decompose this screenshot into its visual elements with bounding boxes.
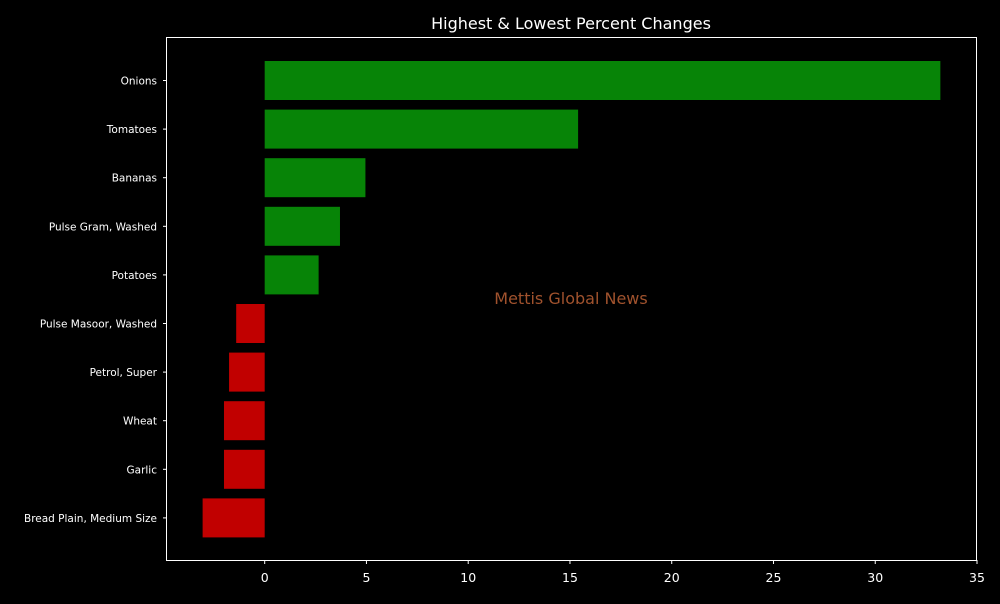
y-tick-label: Pulse Masoor, Washed xyxy=(40,319,157,331)
bar-tomatoes xyxy=(264,109,579,149)
y-tick-label: Onions xyxy=(121,76,157,88)
bar-onions xyxy=(264,61,941,100)
bar-wheat xyxy=(223,401,265,441)
bar-potatoes xyxy=(264,255,319,295)
bar-bananas xyxy=(264,158,366,198)
x-axis: 0 5 10 15 20 25 30 35 xyxy=(261,560,985,585)
y-tick-label: Wheat xyxy=(123,416,157,428)
y-tick-label: Petrol, Super xyxy=(90,367,158,379)
y-axis: Onions Tomatoes Bananas Pulse Gram, Washed P… xyxy=(24,76,167,525)
bar-pulse-gram-washed xyxy=(264,206,340,246)
y-tick-label: Bread Plain, Medium Size xyxy=(24,513,157,525)
bar-petrol-super xyxy=(229,352,265,392)
x-tick-label: 5 xyxy=(362,570,370,585)
y-tick-label: Tomatoes xyxy=(106,124,157,136)
watermark-text: Mettis Global News xyxy=(494,289,647,308)
y-tick-label: Bananas xyxy=(112,173,157,185)
y-tick-label: Potatoes xyxy=(112,270,157,282)
x-tick-label: 25 xyxy=(766,570,782,585)
x-tick-label: 15 xyxy=(562,570,578,585)
y-tick-label: Pulse Gram, Washed xyxy=(49,221,157,233)
x-tick-label: 10 xyxy=(460,570,476,585)
x-tick-label: 35 xyxy=(969,570,985,585)
plot-frame xyxy=(166,37,977,561)
bar-pulse-masoor-washed xyxy=(236,304,265,343)
x-tick-label: 20 xyxy=(664,570,680,585)
bar-garlic xyxy=(223,449,265,489)
bars-group xyxy=(202,61,941,538)
x-tick-label: 0 xyxy=(261,570,269,585)
x-tick-label: 30 xyxy=(867,570,883,585)
chart-title: Highest & Lowest Percent Changes xyxy=(431,14,711,33)
bar-bread-plain-medium-size xyxy=(202,498,265,538)
y-tick-label: Garlic xyxy=(127,464,158,476)
